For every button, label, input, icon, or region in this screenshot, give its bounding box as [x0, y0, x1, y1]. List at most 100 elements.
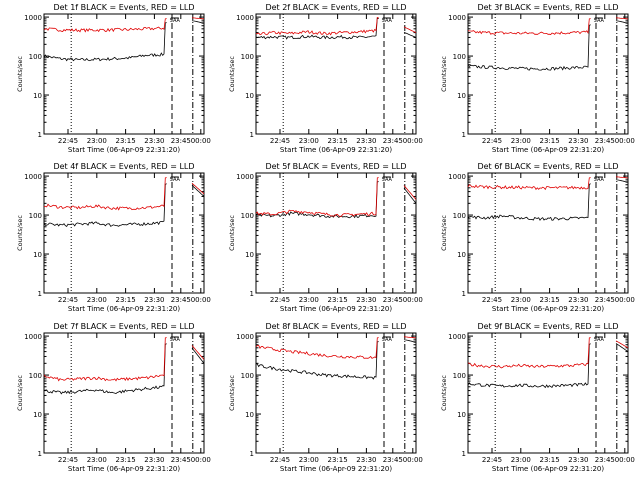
panel-title: Det 4f BLACK = Events, RED = LLD [53, 162, 194, 171]
series-lld-line [255, 337, 379, 359]
x-tick-label: 23:15 [328, 456, 348, 464]
y-tick-label: 10 [457, 92, 466, 100]
y-tick-label: 1 [38, 131, 42, 139]
saa-label: SAA [382, 337, 393, 343]
y-tick-label: 10 [33, 251, 42, 259]
x-tick-label: 23:00 [511, 456, 531, 464]
x-tick-label: 00:00 [615, 456, 635, 464]
series-events-line [191, 20, 205, 24]
y-tick-label: 1000 [448, 333, 466, 341]
panel-title: Det 9f BLACK = Events, RED = LLD [477, 322, 618, 331]
series-lld-line [256, 16, 379, 36]
y-axis-label: Counts/sec [440, 56, 448, 92]
plot-frame [255, 332, 417, 454]
x-tick-label: 23:45 [171, 296, 191, 304]
x-tick-label: 00:00 [191, 296, 211, 304]
x-tick-label: 23:15 [328, 137, 348, 145]
y-axis-label: Counts/sec [440, 215, 448, 251]
y-tick-label: 100 [29, 372, 42, 380]
y-tick-label: 10 [245, 92, 254, 100]
x-tick-label: 23:45 [171, 137, 191, 145]
y-tick-label: 1 [250, 131, 254, 139]
y-tick-label: 10 [33, 92, 42, 100]
series-events-line [255, 341, 379, 380]
series-events-line [615, 343, 629, 352]
series-lld-line [43, 337, 167, 382]
series-lld-line [191, 345, 205, 360]
x-tick-label: 23:30 [568, 137, 588, 145]
x-tick-label: 23:30 [356, 296, 376, 304]
x-axis-label: Start Time (06-Apr-09 22:31:20) [492, 465, 604, 473]
plot-frame [467, 13, 629, 135]
panel-title: Det 3f BLACK = Events, RED = LLD [477, 3, 618, 12]
series-events-line [615, 179, 629, 183]
y-tick-label: 1000 [448, 14, 466, 22]
x-tick-label: 23:30 [356, 456, 376, 464]
panel-title: Det 1f BLACK = Events, RED = LLD [53, 3, 194, 12]
x-tick-label: 22:45 [270, 456, 290, 464]
series-events-line [403, 339, 417, 343]
series-lld-line [255, 177, 379, 217]
series-lld-line [467, 177, 591, 191]
saa-label: SAA [382, 177, 393, 183]
series-events-line [403, 31, 417, 38]
panel-title: Det 2f BLACK = Events, RED = LLD [265, 3, 406, 12]
saa-label: SAA [170, 337, 181, 343]
panel-title: Det 6f BLACK = Events, RED = LLD [477, 162, 618, 171]
panel-det-9: Det 9f BLACK = Events, RED = LLD 1 10 100 10… [440, 322, 635, 473]
y-tick-label: 1 [462, 131, 466, 139]
series-lld-line [467, 18, 591, 35]
series-events-line [467, 24, 591, 71]
x-tick-label: 23:00 [87, 296, 107, 304]
series-events-line [43, 183, 167, 227]
series-lld-line [403, 336, 417, 339]
x-axis-label: Start Time (06-Apr-09 22:31:20) [492, 305, 604, 313]
x-tick-label: 23:45 [383, 137, 403, 145]
x-tick-label: 22:45 [270, 137, 290, 145]
panel-det-1: Det 1f BLACK = Events, RED = LLD 1 10 100 10… [16, 3, 211, 154]
saa-label: SAA [594, 177, 605, 183]
x-tick-label: 23:45 [383, 456, 403, 464]
x-tick-label: 22:45 [58, 296, 78, 304]
series-events-line [615, 20, 629, 24]
series-events-line [255, 17, 379, 40]
x-tick-label: 23:00 [299, 296, 319, 304]
series-lld-line [43, 177, 167, 211]
x-tick-label: 23:00 [87, 137, 107, 145]
series-lld-line [191, 182, 205, 195]
x-tick-label: 23:15 [116, 456, 136, 464]
x-tick-label: 22:45 [482, 456, 502, 464]
x-tick-label: 23:00 [87, 456, 107, 464]
saa-label: SAA [382, 18, 393, 24]
plot-frame [255, 13, 417, 135]
series-events-line [43, 22, 167, 62]
x-tick-label: 23:00 [299, 456, 319, 464]
y-tick-label: 1 [250, 290, 254, 298]
saa-label: SAA [594, 337, 605, 343]
panel-title: Det 7f BLACK = Events, RED = LLD [53, 322, 194, 331]
y-axis-label: Counts/sec [16, 56, 24, 92]
x-tick-label: 00:00 [403, 137, 423, 145]
y-tick-label: 100 [453, 372, 466, 380]
x-tick-label: 23:15 [540, 456, 560, 464]
y-tick-label: 1000 [448, 173, 466, 181]
x-tick-label: 23:30 [144, 296, 164, 304]
y-tick-label: 10 [457, 251, 466, 259]
series-lld-line [615, 176, 629, 179]
x-tick-label: 00:00 [403, 456, 423, 464]
series-events-line [43, 343, 167, 395]
panel-title: Det 8f BLACK = Events, RED = LLD [265, 322, 406, 331]
panel-det-4: Det 4f BLACK = Events, RED = LLD 1 10 100 10… [16, 162, 211, 313]
series-events-line [255, 181, 379, 219]
plot-frame [43, 172, 205, 294]
x-tick-label: 00:00 [403, 296, 423, 304]
panel-title: Det 5f BLACK = Events, RED = LLD [265, 162, 406, 171]
series-events-line [191, 347, 205, 364]
x-tick-label: 23:15 [540, 296, 560, 304]
y-tick-label: 100 [453, 212, 466, 220]
panel-det-2: Det 2f BLACK = Events, RED = LLD 1 10 100 10… [228, 3, 423, 154]
y-axis-label: Counts/sec [228, 56, 236, 92]
panel-det-6: Det 6f BLACK = Events, RED = LLD 1 10 100 10… [440, 162, 635, 313]
x-tick-label: 23:15 [328, 296, 348, 304]
y-axis-label: Counts/sec [16, 375, 24, 411]
